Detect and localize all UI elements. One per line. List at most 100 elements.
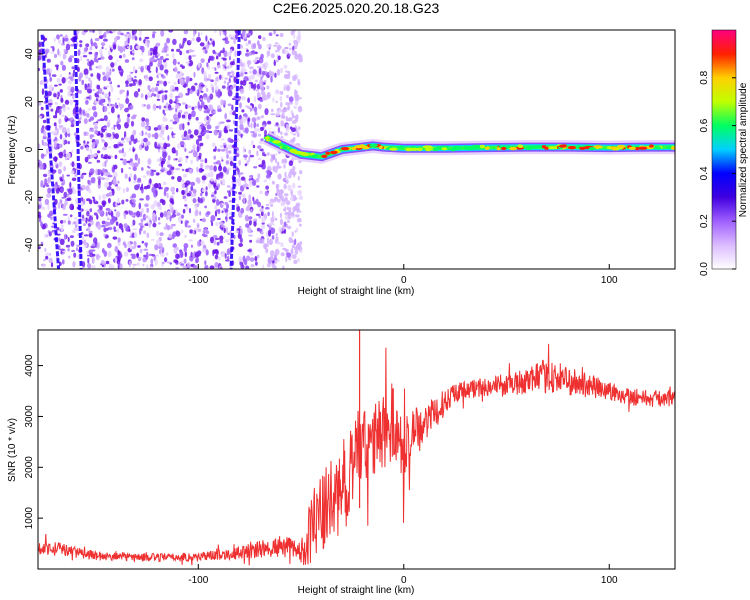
noise-speck [64,99,70,105]
noise-speck [90,265,96,268]
noise-speck [210,194,215,198]
noise-speck [293,32,296,40]
noise-speck [56,228,60,231]
noise-speck [156,158,161,162]
noise-speck [192,150,198,158]
noise-speck [292,133,297,136]
noise-speck [97,57,102,61]
noise-speck [89,134,93,140]
noise-speck [268,238,273,246]
noise-speck [292,182,296,189]
noise-speck [183,30,189,35]
noise-speck [145,194,150,201]
noise-speck [129,244,133,250]
noise-speck [204,123,207,127]
noise-speck [281,116,286,119]
noise-speck [62,213,68,216]
noise-speck [59,134,63,140]
noise-speck [241,96,246,101]
noise-speck [224,113,228,120]
noise-speck [253,166,258,169]
noise-speck [211,170,214,178]
noise-speck [204,205,208,209]
noise-speck [286,200,291,206]
noise-speck [258,35,262,40]
noise-speck [108,146,112,149]
noise-speck [189,49,195,53]
noise-speck [151,212,156,216]
noise-speck [250,74,256,80]
noise-speck [257,74,263,77]
noise-speck [81,172,87,176]
noise-speck [161,199,166,206]
noise-speck [88,118,92,123]
noise-speck [159,232,164,237]
noise-speck [288,81,292,85]
noise-speck [293,42,296,50]
noise-speck [113,226,116,231]
noise-speck [296,40,298,47]
noise-speck [47,176,52,184]
noise-speck [118,143,124,147]
noise-speck [113,144,118,149]
noise-speck [186,192,191,197]
signal-hotspot [501,146,507,151]
noise-speck [186,49,190,54]
noise-speck [94,37,100,42]
noise-speck [104,160,107,168]
noise-speck [89,128,95,132]
noise-speck [170,186,176,193]
noise-speck [214,237,220,241]
noise-speck [243,154,248,158]
noise-speck [141,45,145,53]
noise-streak [73,30,83,269]
noise-speck [171,176,175,180]
noise-speck [41,264,47,268]
noise-speck [111,45,114,50]
noise-speck [67,141,71,145]
noise-speck [270,53,275,59]
noise-speck [229,160,234,167]
noise-speck [179,77,184,84]
noise-speck [127,37,130,44]
colorbar-tick-label: 0.0 [699,262,710,276]
noise-speck [201,218,206,223]
noise-speck [166,160,170,166]
noise-speck [150,258,154,265]
noise-speck [274,42,279,45]
snr-frame [37,329,676,570]
noise-speck [217,218,221,220]
noise-speck [119,106,122,111]
noise-speck [57,168,62,175]
noise-speck [272,44,278,47]
noise-speck [123,131,127,138]
noise-speck [187,262,191,268]
noise-speck [88,51,93,55]
noise-speck [166,37,171,44]
noise-speck [70,86,75,93]
noise-speck [162,181,167,186]
noise-speck [165,252,169,256]
noise-speck [90,177,96,184]
noise-speck [260,53,264,59]
noise-speck [88,84,92,90]
noise-speck [284,211,289,216]
noise-speck [117,117,121,124]
noise-speck [128,260,132,268]
noise-speck [178,216,182,223]
noise-speck [107,250,112,257]
noise-speck [203,228,208,234]
noise-speck [237,177,242,183]
noise-speck [130,134,135,142]
noise-speck [89,252,94,258]
noise-speck [276,189,281,196]
noise-speck [104,93,109,98]
noise-speck [116,123,122,130]
noise-speck [106,119,111,123]
noise-speck [256,254,260,259]
noise-speck [87,227,91,231]
noise-speck [158,217,161,221]
noise-speck [158,222,161,225]
noise-speck [209,164,214,171]
noise-speck [83,223,86,227]
